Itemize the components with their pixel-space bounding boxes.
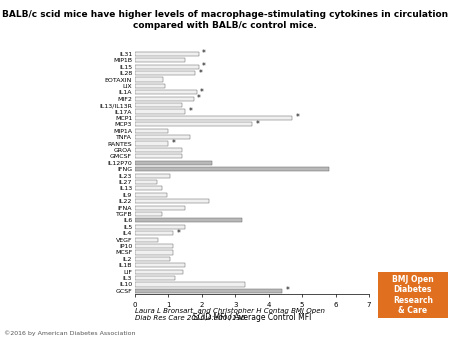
- Bar: [135, 250, 173, 255]
- X-axis label: SCID MFI / Average Control MFI: SCID MFI / Average Control MFI: [193, 313, 311, 322]
- Text: BMJ Open
Diabetes
Research
& Care: BMJ Open Diabetes Research & Care: [392, 275, 434, 315]
- Text: *: *: [172, 139, 176, 148]
- Bar: [135, 238, 158, 242]
- Bar: [135, 270, 184, 274]
- Bar: [135, 142, 168, 146]
- Bar: [135, 110, 185, 114]
- Bar: [135, 212, 162, 216]
- Bar: [135, 173, 170, 178]
- Text: *: *: [296, 114, 299, 122]
- Bar: [135, 186, 162, 191]
- Bar: [135, 90, 197, 94]
- Bar: [135, 199, 208, 203]
- Bar: [135, 71, 195, 75]
- Text: *: *: [202, 49, 206, 58]
- Bar: [135, 122, 252, 126]
- Text: *: *: [285, 286, 289, 295]
- Bar: [135, 154, 182, 159]
- Bar: [135, 206, 185, 210]
- Bar: [135, 148, 182, 152]
- Text: ©2016 by American Diabetes Association: ©2016 by American Diabetes Association: [4, 331, 136, 336]
- Bar: [135, 103, 182, 107]
- Bar: [135, 116, 292, 120]
- Text: *: *: [177, 229, 180, 238]
- Bar: [135, 167, 329, 171]
- Bar: [135, 129, 168, 133]
- Bar: [135, 97, 194, 101]
- Text: BALB/c scid mice have higher levels of macrophage-stimulating cytokines in circu: BALB/c scid mice have higher levels of m…: [2, 10, 448, 29]
- Bar: [135, 77, 163, 81]
- Bar: [135, 65, 198, 69]
- Bar: [135, 263, 185, 267]
- Text: Laura L Bronsart, and Christopher H Contag BMJ Open
Diab Res Care 2016;4:e000136: Laura L Bronsart, and Christopher H Cont…: [135, 308, 325, 321]
- Text: *: *: [200, 88, 204, 97]
- Bar: [135, 193, 167, 197]
- Bar: [135, 135, 190, 139]
- Bar: [135, 58, 185, 63]
- Bar: [135, 225, 185, 229]
- Bar: [135, 282, 245, 287]
- Text: *: *: [255, 120, 259, 129]
- Text: *: *: [202, 62, 206, 71]
- Text: *: *: [189, 107, 192, 116]
- Bar: [135, 52, 198, 56]
- Text: *: *: [198, 69, 202, 78]
- Bar: [135, 218, 242, 222]
- Bar: [135, 244, 173, 248]
- Bar: [135, 289, 282, 293]
- Bar: [135, 257, 170, 261]
- Bar: [135, 180, 157, 184]
- Bar: [135, 276, 175, 280]
- Bar: [135, 231, 173, 235]
- Bar: [135, 84, 165, 88]
- Bar: [135, 161, 212, 165]
- Text: *: *: [197, 94, 201, 103]
